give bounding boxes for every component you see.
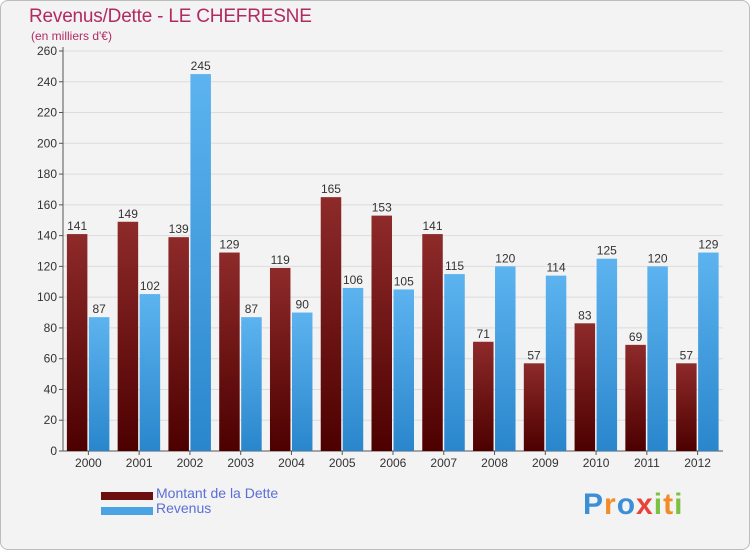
logo-letter: i bbox=[653, 488, 664, 521]
x-tick-label: 2012 bbox=[684, 456, 711, 470]
bar-debt bbox=[625, 344, 646, 451]
value-label-revenus: 115 bbox=[445, 259, 464, 273]
y-tick-label: 140 bbox=[37, 229, 57, 243]
logo-letter: o bbox=[616, 488, 637, 521]
x-tick-label: 2001 bbox=[126, 456, 153, 470]
y-tick-label: 60 bbox=[44, 352, 58, 366]
y-tick-label: 40 bbox=[44, 382, 58, 396]
value-label-debt: 83 bbox=[578, 308, 592, 322]
bar-debt bbox=[168, 237, 189, 451]
value-label-revenus: 87 bbox=[245, 302, 259, 316]
logo-letter: r bbox=[604, 488, 617, 521]
value-label-revenus: 120 bbox=[648, 251, 668, 265]
bar-revenus bbox=[393, 289, 414, 451]
value-label-revenus: 90 bbox=[296, 298, 310, 312]
logo-letter: P bbox=[583, 488, 605, 521]
value-label-debt: 57 bbox=[680, 348, 694, 362]
bar-revenus bbox=[139, 294, 161, 451]
bar-debt bbox=[269, 267, 291, 451]
bar-revenus bbox=[291, 312, 313, 451]
value-label-debt: 69 bbox=[629, 330, 643, 344]
y-tick-label: 100 bbox=[37, 290, 57, 304]
bar-revenus bbox=[545, 275, 567, 451]
value-label-debt: 141 bbox=[423, 219, 443, 233]
bar-debt bbox=[523, 363, 545, 451]
y-tick-label: 180 bbox=[37, 167, 57, 181]
bar-revenus bbox=[698, 252, 719, 451]
bar-revenus bbox=[190, 74, 211, 452]
bar-debt bbox=[422, 234, 443, 451]
value-label-revenus: 245 bbox=[191, 59, 211, 73]
legend-swatch-debt bbox=[101, 492, 153, 500]
value-label-debt: 57 bbox=[527, 348, 541, 362]
bar-revenus bbox=[241, 317, 262, 451]
x-tick-label: 2010 bbox=[583, 456, 610, 470]
value-label-revenus: 106 bbox=[343, 273, 363, 287]
logo-letter: t bbox=[663, 488, 675, 521]
value-label-debt: 71 bbox=[477, 327, 491, 341]
bar-debt bbox=[66, 234, 88, 451]
y-tick-label: 20 bbox=[44, 413, 58, 427]
legend-label-revenus: Revenus bbox=[156, 500, 212, 516]
value-label-revenus: 87 bbox=[92, 302, 106, 316]
bar-revenus bbox=[444, 274, 465, 451]
legend-label-debt: Montant de la Dette bbox=[156, 485, 279, 501]
value-label-revenus: 114 bbox=[546, 261, 565, 275]
x-tick-label: 2002 bbox=[177, 456, 204, 470]
y-tick-label: 240 bbox=[37, 75, 57, 89]
bar-revenus bbox=[647, 266, 668, 451]
x-tick-label: 2006 bbox=[380, 456, 407, 470]
legend-swatch-revenus bbox=[101, 507, 153, 515]
y-tick-label: 260 bbox=[37, 44, 57, 58]
chart-title: Revenus/Dette - LE CHEFRESNE bbox=[29, 6, 312, 27]
y-tick-label: 80 bbox=[44, 321, 58, 335]
bar-debt bbox=[219, 252, 240, 451]
x-tick-label: 2009 bbox=[532, 456, 559, 470]
value-label-debt: 153 bbox=[372, 201, 392, 215]
x-tick-label: 2000 bbox=[75, 456, 102, 470]
bar-debt bbox=[117, 221, 139, 451]
bar-revenus bbox=[596, 258, 618, 451]
x-tick-label: 2003 bbox=[227, 456, 254, 470]
value-label-debt: 141 bbox=[67, 219, 87, 233]
bar-revenus bbox=[88, 317, 110, 451]
y-tick-label: 0 bbox=[50, 444, 57, 458]
bar-revenus bbox=[342, 287, 364, 451]
value-label-revenus: 125 bbox=[597, 244, 617, 258]
value-label-debt: 165 bbox=[321, 182, 341, 196]
value-label-debt: 129 bbox=[219, 238, 239, 252]
logo-letter: i bbox=[674, 488, 684, 521]
y-tick-label: 160 bbox=[37, 198, 57, 212]
value-label-debt: 139 bbox=[169, 222, 189, 236]
x-tick-label: 2008 bbox=[481, 456, 508, 470]
bar-debt bbox=[473, 341, 494, 451]
value-label-debt: 119 bbox=[271, 253, 290, 267]
bar-revenus bbox=[495, 266, 516, 451]
value-label-debt: 149 bbox=[118, 207, 138, 221]
value-label-revenus: 129 bbox=[698, 238, 718, 252]
value-label-revenus: 105 bbox=[394, 274, 414, 288]
value-label-revenus: 102 bbox=[140, 279, 160, 293]
x-tick-label: 2007 bbox=[430, 456, 457, 470]
proxiti-logo: Proxiti bbox=[583, 488, 683, 522]
chart-subtitle: (en milliers d'€) bbox=[31, 29, 112, 43]
value-label-revenus: 120 bbox=[495, 251, 515, 265]
bar-debt bbox=[676, 363, 697, 451]
x-tick-label: 2005 bbox=[329, 456, 356, 470]
bar-debt bbox=[371, 215, 392, 451]
y-tick-label: 220 bbox=[37, 106, 57, 120]
bar-debt bbox=[574, 323, 596, 451]
x-tick-label: 2004 bbox=[278, 456, 305, 470]
x-tick-label: 2011 bbox=[634, 456, 660, 470]
logo-letter: x bbox=[636, 488, 654, 521]
y-tick-label: 200 bbox=[37, 136, 57, 150]
bar-debt bbox=[320, 197, 342, 451]
y-tick-label: 120 bbox=[37, 259, 57, 273]
